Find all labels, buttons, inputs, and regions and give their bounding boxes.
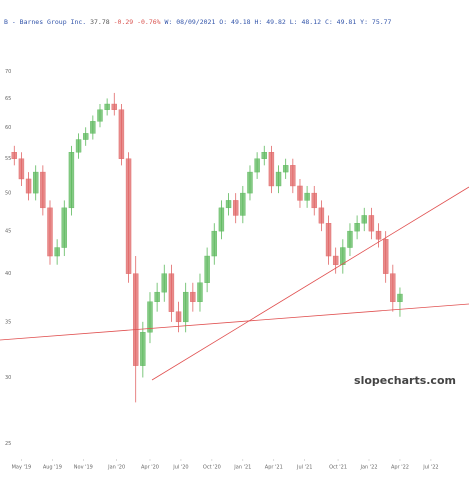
candle-body (54, 247, 60, 257)
candle-body (340, 247, 346, 265)
candle-body (47, 207, 53, 257)
candle-body (118, 109, 125, 159)
x-tick-label: Apr '21 (265, 465, 283, 471)
x-tick-label: Apr '22 (391, 465, 409, 471)
x-tick-label: Oct '20 (203, 465, 221, 471)
x-tick-label: Apr '20 (141, 465, 159, 471)
candle-body (254, 158, 260, 173)
candle-body (140, 332, 146, 366)
candle-body (232, 200, 239, 216)
candle-body (40, 171, 46, 209)
candle-body (318, 207, 325, 224)
candle-body (25, 178, 32, 194)
x-tick-label: Jul '20 (172, 465, 188, 471)
candle-body (90, 121, 96, 134)
y-tick-label: 70 (5, 69, 11, 75)
candle-body (104, 103, 110, 110)
y-tick-label: 25 (5, 441, 11, 447)
candle-body (211, 230, 217, 257)
candle-body (347, 230, 353, 248)
candle-body (361, 215, 367, 224)
y-tick-label: 60 (5, 125, 11, 131)
x-tick-label: Jan '20 (107, 465, 125, 471)
candle-body (261, 152, 267, 159)
plot-area: 25 30 35 40 45 50 55 60 65 70 May '19 Aug '19 Nov '1… (5, 69, 439, 470)
candle-body (33, 171, 39, 194)
candle-body (354, 223, 360, 232)
y-tick-label: 30 (5, 375, 11, 381)
candle-body (368, 215, 375, 232)
trend-line (151, 186, 469, 381)
y-tick-label: 50 (5, 191, 11, 197)
candle-body (154, 291, 160, 302)
candle-body (325, 223, 332, 257)
candle-body (197, 282, 203, 302)
candle-body (133, 273, 139, 366)
y-tick-label: 35 (5, 319, 11, 325)
header: B - Barnes Group Inc. 37.78 -0.29 -0.76%… (4, 18, 392, 26)
x-tick-label: May '19 (12, 465, 32, 471)
candle-body (18, 158, 25, 180)
watermark: slopecharts.com (354, 374, 456, 387)
y-tick-label: 45 (5, 229, 11, 235)
candle-body (147, 301, 153, 333)
y-tick-label: 55 (5, 156, 11, 162)
candle-body (282, 165, 289, 173)
candle-body (240, 192, 246, 216)
candle-body (175, 311, 182, 323)
candle-body (75, 139, 82, 153)
candle-body (390, 273, 396, 302)
ohlc-detail: W: 08/09/2021 O: 49.18 H: 49.82 L: 48.12… (165, 18, 392, 26)
candle-body (268, 152, 275, 187)
x-tick-label: Jul '21 (296, 465, 312, 471)
x-tick-label: Oct '21 (329, 465, 347, 471)
candle-body (225, 200, 232, 209)
candle-body (382, 239, 389, 274)
symbol-name[interactable]: B - Barnes Group Inc. (4, 18, 86, 26)
x-tick-label: Jul '22 (422, 465, 438, 471)
price-change: -0.29 -0.76% (114, 18, 161, 26)
candle-body (247, 171, 253, 194)
candle-body (332, 255, 339, 265)
candle-body (204, 255, 210, 283)
candle-body (61, 207, 67, 248)
trend-line (0, 303, 469, 341)
candle-body (304, 192, 310, 201)
candle-body (97, 109, 103, 122)
last-price: 37.78 (90, 18, 110, 26)
candle-body (111, 103, 117, 110)
x-tick-label: Jan '21 (233, 465, 251, 471)
candle-body (290, 165, 296, 187)
candle-body (11, 152, 17, 159)
candle-body (190, 291, 196, 302)
candle-body (375, 230, 382, 240)
candle-body (275, 171, 282, 187)
candle-body (161, 273, 167, 293)
y-tick-label: 65 (5, 96, 11, 102)
candle-body (297, 185, 303, 201)
candle-body (397, 293, 403, 302)
candle-body (83, 133, 89, 140)
x-tick-label: Jan '22 (359, 465, 377, 471)
candle-body (125, 158, 132, 274)
candle-body (182, 291, 189, 323)
candle-body (68, 152, 75, 209)
y-tick-label: 40 (5, 271, 11, 277)
candle-body (218, 207, 225, 232)
x-tick-label: Nov '19 (74, 465, 93, 471)
candle-body (311, 192, 317, 209)
x-tick-label: Aug '19 (43, 465, 62, 471)
candle-body (168, 273, 175, 312)
